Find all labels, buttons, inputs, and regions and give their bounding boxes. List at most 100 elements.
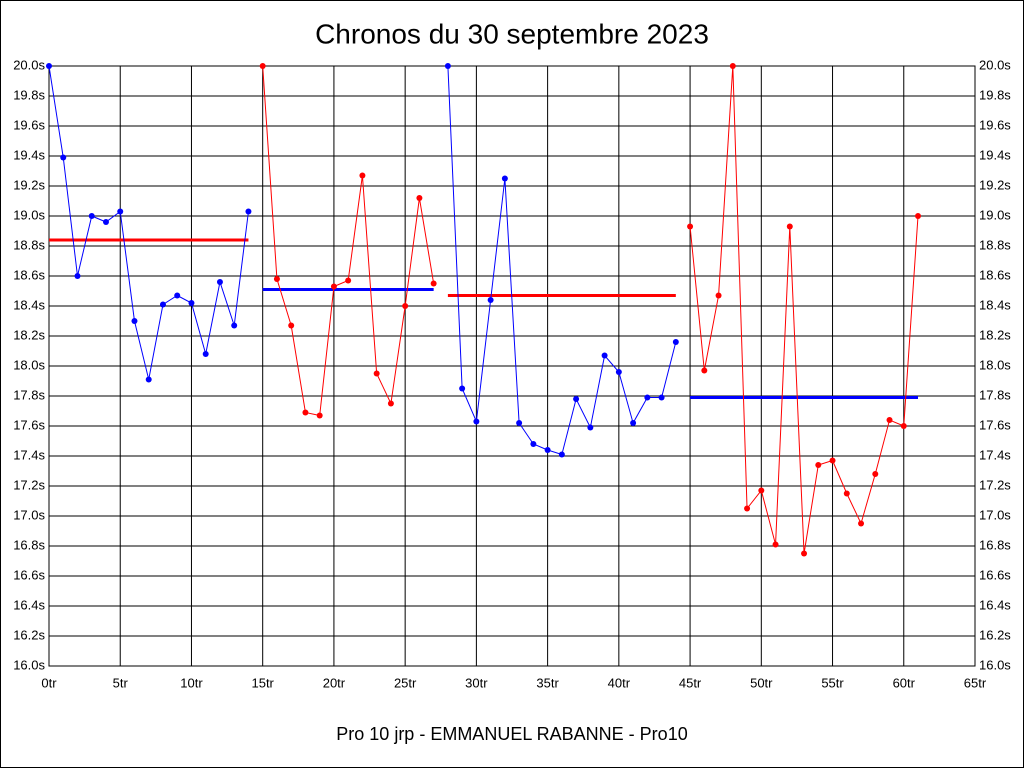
point (330, 283, 337, 290)
point (259, 63, 266, 69)
y-tick-label: 18.2s (13, 327, 45, 342)
y-tick-label: 17.8s (13, 387, 45, 402)
point (558, 451, 565, 458)
y2-tick-label: 18.4s (979, 297, 1011, 312)
y2-tick-label: 19.4s (979, 147, 1011, 162)
point (117, 208, 124, 215)
y2-tick-label: 16.4s (979, 597, 1011, 612)
point (715, 292, 722, 299)
y2-tick-label: 20.0s (979, 57, 1011, 72)
y-tick-label: 17.4s (13, 447, 45, 462)
point (644, 394, 651, 401)
x-tick-label: 15tr (251, 675, 274, 690)
y-tick-label: 16.2s (13, 627, 45, 642)
y-tick-label: 18.4s (13, 297, 45, 312)
point (288, 322, 295, 329)
y-tick-label: 16.0s (13, 657, 45, 672)
point (131, 318, 138, 324)
point (516, 420, 523, 426)
x-tick-label: 10tr (180, 675, 203, 690)
x-tick-label: 45tr (679, 675, 702, 690)
y-tick-label: 18.8s (13, 237, 45, 252)
y-tick-label: 17.6s (13, 417, 45, 432)
point (615, 369, 622, 375)
point (430, 280, 437, 287)
x-tick-label: 65tr (964, 675, 987, 690)
y2-tick-label: 19.0s (979, 207, 1011, 222)
point (202, 351, 209, 357)
y-tick-label: 18.0s (13, 357, 45, 372)
x-tick-label: 60tr (893, 675, 916, 690)
x-tick-label: 20tr (323, 675, 346, 690)
y-tick-label: 19.0s (13, 207, 45, 222)
y-tick-label: 19.4s (13, 147, 45, 162)
x-tick-label: 55tr (821, 675, 844, 690)
y2-tick-label: 16.8s (979, 537, 1011, 552)
y-tick-label: 17.0s (13, 507, 45, 522)
point (829, 457, 836, 464)
chart-title: Chronos du 30 septembre 2023 (315, 18, 709, 49)
y2-tick-label: 18.2s (979, 327, 1011, 342)
point (373, 370, 380, 377)
point (387, 400, 394, 407)
point (245, 208, 252, 215)
point (359, 172, 366, 179)
point (786, 223, 793, 230)
point (473, 418, 480, 425)
y2-tick-label: 17.2s (979, 477, 1011, 492)
x-tick-label: 30tr (465, 675, 488, 690)
point (687, 223, 694, 230)
point (658, 394, 665, 401)
point (587, 424, 594, 431)
point (487, 297, 494, 303)
point (872, 471, 879, 477)
point (302, 409, 309, 416)
y2-tick-label: 17.6s (979, 417, 1011, 432)
point (758, 487, 765, 494)
point (145, 376, 152, 383)
point (630, 420, 637, 426)
point (744, 505, 751, 512)
point (915, 213, 922, 219)
y2-tick-label: 19.6s (979, 117, 1011, 132)
y-tick-label: 16.6s (13, 567, 45, 582)
plot-border (48, 65, 976, 667)
point (231, 322, 238, 329)
y2-tick-label: 16.0s (979, 657, 1011, 672)
y2-tick-label: 17.0s (979, 507, 1011, 522)
y-tick-label: 20.0s (13, 57, 45, 72)
point (886, 417, 893, 423)
point (672, 339, 679, 345)
y-tick-label: 19.2s (13, 177, 45, 192)
point (60, 154, 67, 161)
point (772, 541, 779, 548)
y2-tick-label: 18.8s (979, 237, 1011, 252)
y2-tick-label: 16.2s (979, 627, 1011, 642)
y-tick-label: 16.4s (13, 597, 45, 612)
point (416, 195, 423, 201)
point (501, 175, 508, 182)
point (858, 520, 865, 527)
point (159, 301, 166, 308)
y-tick-label: 19.8s (13, 87, 45, 102)
point (174, 292, 181, 299)
y2-tick-label: 18.0s (979, 357, 1011, 372)
point (729, 63, 736, 69)
point (216, 279, 223, 285)
point (444, 63, 451, 69)
y-tick-label: 16.8s (13, 537, 45, 552)
y2-tick-label: 16.6s (979, 567, 1011, 582)
point (530, 441, 537, 447)
point (843, 490, 850, 497)
x-tick-label: 50tr (750, 675, 773, 690)
point (815, 462, 822, 468)
x-tick-label: 35tr (536, 675, 559, 690)
point (46, 63, 52, 69)
x-tick-label: 25tr (394, 675, 417, 690)
x-tick-label: 40tr (608, 675, 631, 690)
point (273, 276, 280, 282)
y2-tick-label: 18.6s (979, 267, 1011, 282)
point (573, 396, 580, 402)
point (900, 423, 907, 429)
